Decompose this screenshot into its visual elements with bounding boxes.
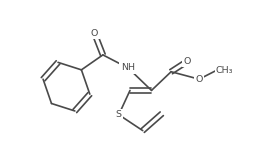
Text: O: O [196, 75, 203, 84]
Text: S: S [116, 110, 122, 119]
Text: O: O [183, 57, 191, 66]
Text: CH₃: CH₃ [216, 66, 233, 75]
Text: O: O [91, 29, 98, 38]
Text: NH: NH [121, 63, 135, 72]
